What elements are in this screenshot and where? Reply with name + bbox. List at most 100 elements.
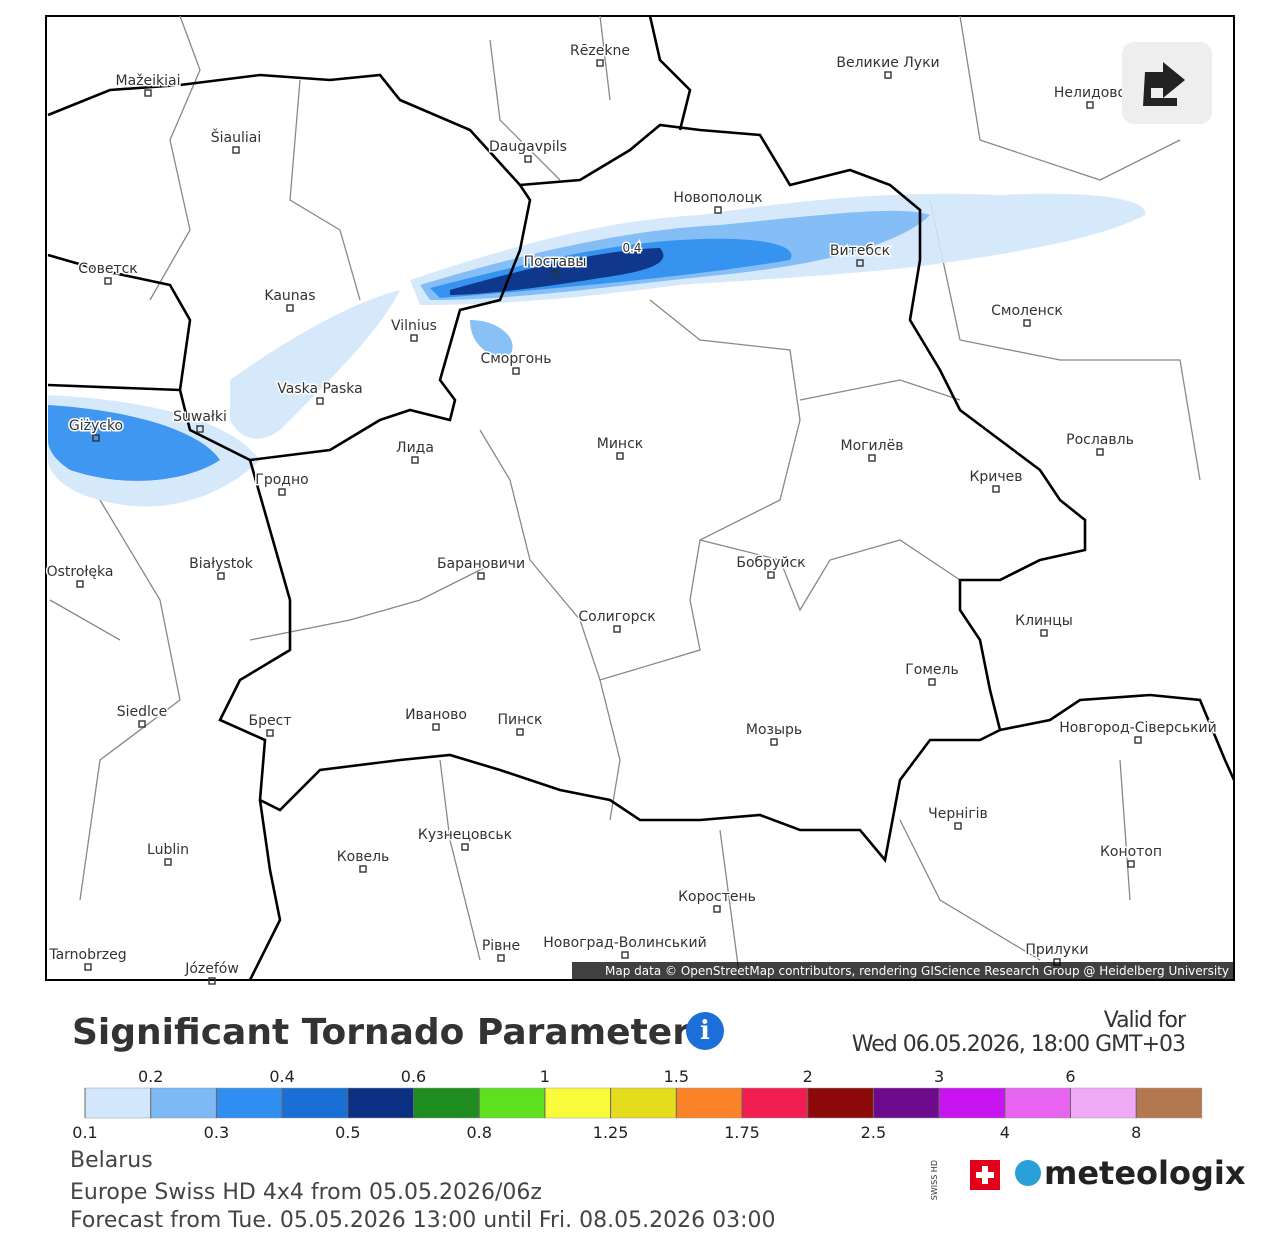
valid-label: Valid for	[1103, 1008, 1186, 1033]
city-label: Чернігів	[928, 806, 988, 822]
legend-label: 8	[1131, 1123, 1141, 1142]
city-label: Витебск	[830, 243, 890, 259]
city-marker	[551, 270, 559, 278]
city-marker	[92, 434, 100, 442]
city-label: Новгород-Сіверський	[1059, 720, 1216, 736]
legend-swatch	[807, 1087, 874, 1119]
legend-swatch	[1070, 1087, 1137, 1119]
city-label: Новополоцк	[673, 190, 762, 206]
city-marker	[1023, 319, 1031, 327]
city-label: Józefów	[184, 961, 239, 977]
map: Rēzekne Великие Луки Mažeikiai Šiauliai Daug…	[45, 15, 1236, 985]
city-label: Лида	[396, 440, 434, 456]
legend-label: 1.5	[664, 1067, 689, 1086]
city-marker	[164, 858, 172, 866]
legend-swatch	[1135, 1087, 1203, 1119]
city-marker	[232, 146, 240, 154]
contour-label: 0.4	[622, 241, 641, 255]
city-marker	[1086, 101, 1094, 109]
city-marker	[856, 259, 864, 267]
city-label: Великие Луки	[836, 55, 939, 71]
city-marker	[767, 571, 775, 579]
city-marker	[714, 206, 722, 214]
legend-swatch	[741, 1087, 808, 1119]
legend-label: 3	[934, 1067, 944, 1086]
city-marker	[497, 954, 505, 962]
city-label: Кузнецовськ	[418, 827, 512, 843]
legend-label: 0.1	[72, 1123, 97, 1142]
city-label: Daugavpils	[489, 139, 567, 155]
map-frame	[45, 15, 1235, 981]
city-label: Рівне	[482, 938, 520, 954]
region: Belarus	[70, 1148, 153, 1173]
city-label: Гомель	[905, 662, 958, 678]
legend-label: 0.8	[466, 1123, 491, 1142]
city-label: Vilnius	[391, 318, 437, 334]
legend-swatch	[347, 1087, 414, 1119]
city-marker	[316, 397, 324, 405]
legend-label: 0.6	[401, 1067, 426, 1086]
city-label: Брест	[249, 713, 292, 729]
city-label: Барановичи	[437, 556, 525, 572]
legend-swatch	[216, 1087, 283, 1119]
city-label: Кричев	[969, 469, 1022, 485]
brand-icon	[1015, 1160, 1041, 1186]
city-label: Бобруйск	[736, 555, 805, 571]
legend-label: 0.2	[138, 1067, 163, 1086]
swiss-flag	[970, 1160, 1000, 1190]
city-label: Kaunas	[264, 288, 315, 304]
city-marker	[954, 822, 962, 830]
info-button[interactable]: i	[686, 1012, 724, 1050]
city-label: Коростень	[678, 889, 756, 905]
attribution-bg	[572, 962, 1234, 980]
badge: SWISS HD	[930, 1160, 939, 1201]
city-marker	[196, 425, 204, 433]
legend-label: 1.25	[593, 1123, 629, 1142]
city-label: Поставы	[524, 254, 587, 270]
city-label: Мозырь	[746, 722, 802, 738]
legend-label: 1.75	[724, 1123, 760, 1142]
legend-swatch	[610, 1087, 677, 1119]
city-label: Советск	[78, 261, 138, 277]
city-marker	[1127, 860, 1135, 868]
brand: meteologix	[1044, 1154, 1246, 1192]
city-marker	[1040, 629, 1048, 637]
city-marker	[217, 572, 225, 580]
city-marker	[621, 951, 629, 959]
legend-label: 2	[803, 1067, 813, 1086]
city-marker	[928, 678, 936, 686]
legend-label: 0.5	[335, 1123, 360, 1142]
city-marker	[84, 963, 92, 971]
city-label: Смоленск	[991, 303, 1063, 319]
city-label: Siedlce	[117, 704, 167, 720]
city-label: Новоград-Волинський	[543, 935, 706, 951]
city-marker	[770, 738, 778, 746]
city-label: Клинцы	[1015, 613, 1073, 629]
city-label: Гродно	[255, 472, 308, 488]
legend-swatch	[281, 1087, 349, 1119]
city-label: Suwałki	[173, 409, 227, 425]
city-label: Солигорск	[578, 609, 655, 625]
city-label: Рославль	[1066, 432, 1134, 448]
legend-swatch	[413, 1087, 480, 1119]
city-marker	[616, 452, 624, 460]
city-label: Могилёв	[841, 438, 904, 454]
city-labels: Rēzekne Великие Луки Mažeikiai Šiauliai Daug…	[45, 42, 1218, 985]
city-label: Vaska Paska	[277, 381, 362, 397]
city-marker	[410, 334, 418, 342]
city-label: Конотоп	[1100, 844, 1162, 860]
city-label: Tarnobrzeg	[48, 947, 126, 963]
share-button[interactable]	[1122, 42, 1212, 124]
city-marker	[208, 977, 216, 985]
city-label: Сморгонь	[480, 351, 551, 367]
city-label: Прилуки	[1025, 942, 1088, 958]
valid-time: Wed 06.05.2026, 18:00 GMT+03	[851, 1032, 1186, 1057]
legend-swatch	[544, 1087, 611, 1119]
legend-swatch	[150, 1087, 217, 1119]
city-label: Lublin	[147, 842, 189, 858]
city-marker	[1134, 736, 1142, 744]
city-marker	[138, 720, 146, 728]
city-marker	[359, 865, 367, 873]
city-label: Giżycko	[69, 418, 123, 434]
